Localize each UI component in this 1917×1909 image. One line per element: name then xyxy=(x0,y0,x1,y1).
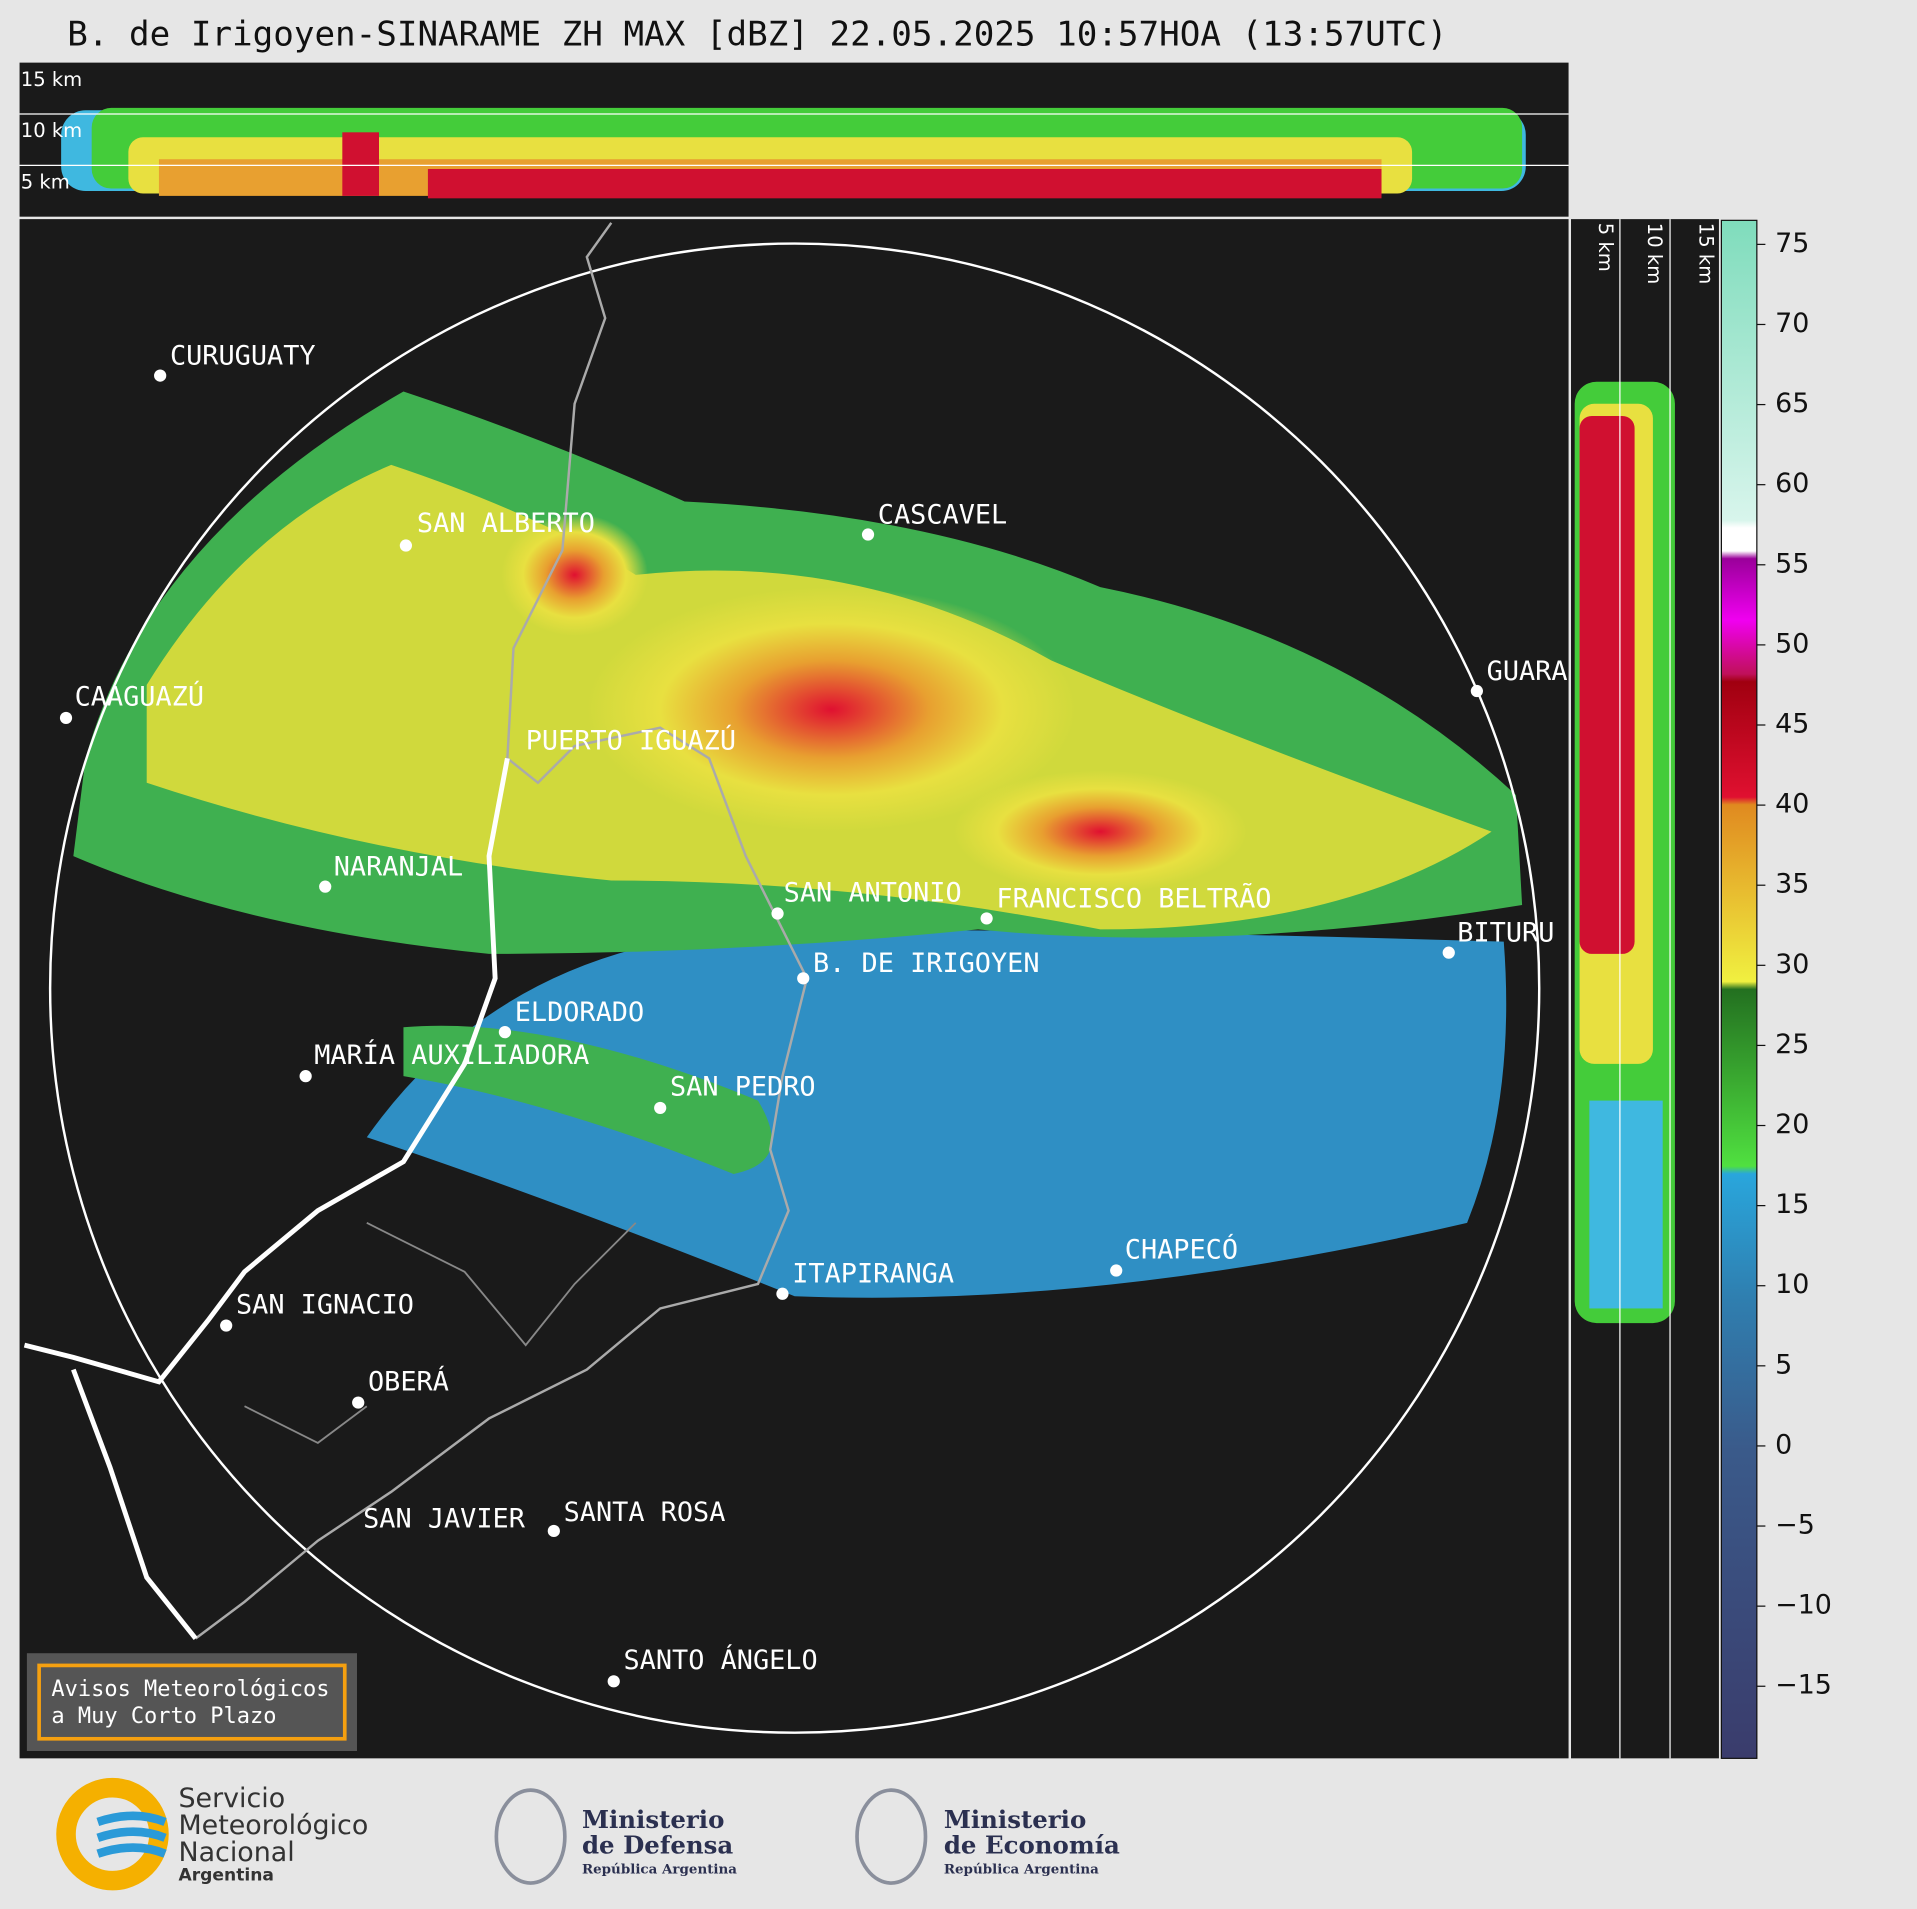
city-dot xyxy=(220,1319,233,1332)
range-ring xyxy=(48,242,1541,1734)
height-label: 10 km xyxy=(1643,223,1666,284)
city-dot xyxy=(861,528,875,541)
city-dot xyxy=(776,1287,789,1300)
height-label: 10 km xyxy=(21,119,82,142)
colorbar-tick-label: 35 xyxy=(1775,869,1809,900)
city-label: GUARA xyxy=(1487,656,1568,687)
logo-text: Argentina xyxy=(178,1866,273,1886)
height-label: 5 km xyxy=(21,171,70,194)
city-label: NARANJAL xyxy=(334,852,463,883)
city-dot xyxy=(607,1675,620,1688)
city-dot xyxy=(654,1101,667,1115)
height-label: 5 km xyxy=(1594,223,1617,272)
logo-text: Servicio xyxy=(178,1783,285,1814)
city-label: SANTA ROSA xyxy=(564,1497,726,1528)
colorbar-tick-label: 15 xyxy=(1775,1189,1809,1220)
city-label: SAN JAVIER xyxy=(363,1503,526,1534)
notice-text: a Muy Corto Plazo xyxy=(51,1704,276,1729)
colorbar-tick-label: 75 xyxy=(1775,228,1809,259)
radar-echo xyxy=(73,391,1523,1298)
colorbar-tick-label: 30 xyxy=(1775,949,1809,980)
city-dot xyxy=(352,1396,365,1409)
colorbar-tick-label: −5 xyxy=(1775,1510,1815,1541)
city-label: PUERTO IGUAZÚ xyxy=(526,725,736,757)
city-dot xyxy=(154,369,167,382)
city-label: CHAPECÓ xyxy=(1125,1233,1238,1265)
city-dot xyxy=(498,1026,512,1039)
colorbar-tick-label: 0 xyxy=(1775,1429,1792,1460)
notice-box xyxy=(26,1653,357,1752)
city-label: SAN ANTONIO xyxy=(784,877,962,908)
city-label: OBERÁ xyxy=(368,1365,449,1397)
colorbar-tick-label: 50 xyxy=(1775,628,1809,659)
city-label: SANTO ÁNGELO xyxy=(624,1644,818,1676)
city-label: FRANCISCO BELTRÃO xyxy=(996,882,1271,914)
logo-text: República Argentina xyxy=(582,1861,737,1877)
city-label: ITAPIRANGA xyxy=(792,1259,954,1290)
city-label: MARÍA AUXILIADORA xyxy=(314,1039,589,1071)
logo-text: de Defensa xyxy=(582,1831,733,1860)
title: B. de Irigoyen-SINARAME ZH MAX [dBZ] 22.… xyxy=(67,15,1447,55)
colorbar-tick-label: −15 xyxy=(1775,1670,1832,1701)
colorbar-tick-label: 70 xyxy=(1775,308,1809,339)
colorbar-tick-label: 10 xyxy=(1775,1269,1809,1300)
colorbar-tick-label: −10 xyxy=(1775,1590,1832,1621)
logo-text: Meteorológico xyxy=(178,1810,368,1841)
logo-text: Nacional xyxy=(178,1837,294,1868)
city-dot xyxy=(797,972,810,985)
city-label: CURUGUATY xyxy=(170,341,316,372)
city-label: CASCAVEL xyxy=(878,500,1007,531)
city-dot xyxy=(319,880,332,893)
city-label: SAN PEDRO xyxy=(670,1072,816,1103)
city-layer: CURUGUATY SAN ALBERTO CASCAVEL GUARA CAAGUAZ… xyxy=(59,341,1568,1688)
logo-text: Ministerio xyxy=(582,1805,724,1834)
height-label: 15 km xyxy=(1694,223,1717,284)
city-label: ELDORADO xyxy=(515,997,644,1028)
colorbar-tick-label: 60 xyxy=(1775,468,1809,499)
city-dot xyxy=(299,1070,312,1083)
top-echo xyxy=(61,107,1526,199)
logo-text: República Argentina xyxy=(944,1861,1099,1877)
borders xyxy=(23,222,809,1641)
smn-logo: Servicio Meteorológico Nacional Argentin… xyxy=(56,1777,368,1891)
city-dot xyxy=(1442,946,1455,959)
city-dot xyxy=(771,907,784,920)
city-dot xyxy=(59,711,73,725)
city-dot xyxy=(1470,684,1483,698)
city-label: CAAGUAZÚ xyxy=(75,681,204,713)
colorbar-tick-label: 20 xyxy=(1775,1109,1809,1140)
city-dot xyxy=(980,912,993,925)
city-label: B. DE IRIGOYEN xyxy=(813,948,1040,979)
colorbar-tick-label: 25 xyxy=(1775,1029,1809,1060)
city-label: SAN IGNACIO xyxy=(236,1289,414,1320)
colorbar-tick-label: 5 xyxy=(1775,1349,1792,1380)
colorbar-tick-label: 55 xyxy=(1775,548,1809,579)
colorbar-tick-label: 40 xyxy=(1775,789,1809,820)
city-dot xyxy=(399,539,413,552)
logo-text: de Economía xyxy=(944,1831,1120,1860)
city-label: BITURU xyxy=(1457,918,1554,949)
colorbar-tick-label: 45 xyxy=(1775,708,1809,739)
side-echo xyxy=(1574,381,1675,1324)
colorbar xyxy=(1720,219,1758,1759)
economia-logo: Ministerio de Economía República Argenti… xyxy=(855,1788,1120,1885)
notice-border xyxy=(37,1663,347,1741)
city-dot xyxy=(547,1524,560,1538)
defensa-logo: Ministerio de Defensa República Argentin… xyxy=(494,1788,737,1885)
height-label: 15 km xyxy=(21,68,82,91)
city-label: SAN ALBERTO xyxy=(417,508,595,539)
city-dot xyxy=(1110,1264,1123,1277)
colorbar-tick-label: 65 xyxy=(1775,388,1809,419)
logo-text: Ministerio xyxy=(944,1805,1086,1834)
notice-text: Avisos Meteorológicos xyxy=(51,1677,329,1702)
